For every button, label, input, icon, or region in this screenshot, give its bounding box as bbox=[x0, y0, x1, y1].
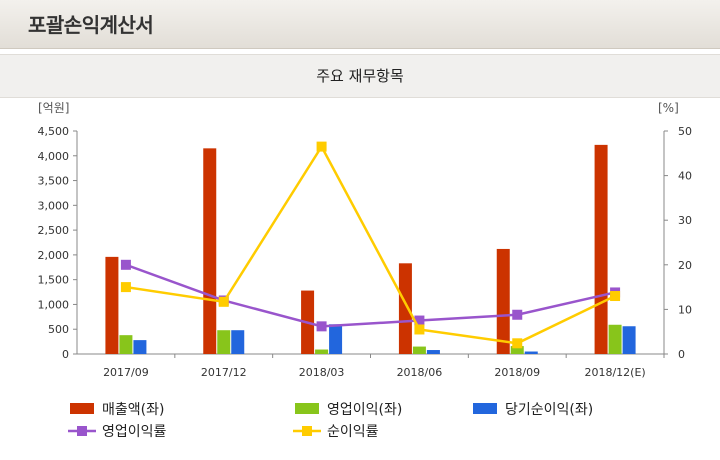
legend-swatch-2 bbox=[295, 403, 319, 414]
right-tick-label: 20 bbox=[678, 259, 692, 272]
line-1-point-5 bbox=[512, 309, 523, 320]
x-tick-label: 2017/09 bbox=[103, 366, 149, 379]
x-tick-label: 2017/12 bbox=[201, 366, 247, 379]
line-series-1 bbox=[125, 263, 616, 328]
legend-label-1: 매출액(좌) bbox=[102, 402, 164, 418]
right-tick-label: 50 bbox=[678, 125, 692, 138]
bar-3-3 bbox=[329, 324, 343, 354]
right-tick-label: 0 bbox=[678, 348, 685, 361]
bar-3-6 bbox=[622, 326, 636, 354]
line-2-point-6 bbox=[610, 291, 621, 302]
legend-swatch-3 bbox=[473, 403, 497, 414]
chart-subtitle: 주요 재무항목 bbox=[316, 67, 404, 85]
line-1-point-1 bbox=[120, 259, 131, 270]
line-2-point-5 bbox=[512, 338, 523, 349]
line-2-point-4 bbox=[414, 324, 425, 335]
bar-1-6 bbox=[594, 144, 608, 354]
bar-1-4 bbox=[398, 263, 412, 354]
bar-2-1 bbox=[119, 335, 133, 354]
left-tick-label: 2,000 bbox=[38, 249, 70, 262]
bar-2-6 bbox=[608, 324, 622, 354]
bar-2-5 bbox=[510, 346, 524, 354]
left-axis-unit: [억원] bbox=[38, 101, 69, 115]
legend-marker-4 bbox=[77, 426, 87, 436]
left-tick-label: 1,000 bbox=[38, 298, 70, 311]
bar-3-4 bbox=[426, 350, 440, 354]
bar-3-5 bbox=[524, 351, 538, 354]
right-tick-label: 40 bbox=[678, 170, 692, 183]
bar-1-5 bbox=[496, 248, 510, 354]
legend-label-4: 영업이익률 bbox=[102, 424, 167, 440]
left-tick-label: 4,000 bbox=[38, 150, 70, 163]
left-tick-label: 1,500 bbox=[38, 274, 70, 287]
left-tick-label: 0 bbox=[62, 348, 69, 361]
left-tick-label: 3,500 bbox=[38, 175, 70, 188]
line-1-point-4 bbox=[414, 315, 425, 326]
left-tick-label: 3,000 bbox=[38, 199, 70, 212]
left-tick-label: 2,500 bbox=[38, 224, 70, 237]
x-tick-label: 2018/06 bbox=[397, 366, 443, 379]
right-axis-unit: [%] bbox=[658, 101, 679, 115]
subtitle-bar bbox=[0, 54, 720, 98]
bar-1-1 bbox=[105, 256, 119, 354]
legend-label-5: 순이익률 bbox=[327, 424, 379, 440]
bar-3-2 bbox=[231, 330, 245, 354]
right-tick-label: 10 bbox=[678, 303, 692, 316]
line-1-point-3 bbox=[316, 321, 327, 332]
line-series-2 bbox=[125, 144, 616, 345]
x-tick-label: 2018/12(E) bbox=[584, 366, 645, 379]
legend-label-3: 당기순이익(좌) bbox=[505, 402, 593, 418]
bar-2-2 bbox=[217, 330, 231, 354]
bar-3-1 bbox=[133, 340, 147, 354]
bar-2-4 bbox=[412, 346, 426, 354]
page-title: 포괄손익계산서 bbox=[28, 13, 154, 37]
left-tick-label: 500 bbox=[48, 323, 69, 336]
legend-label-2: 영업이익(좌) bbox=[327, 402, 402, 418]
line-2-point-3 bbox=[316, 141, 327, 152]
legend-swatch-1 bbox=[70, 403, 94, 414]
left-tick-label: 4,500 bbox=[38, 125, 70, 138]
x-tick-label: 2018/09 bbox=[494, 366, 540, 379]
bar-1-2 bbox=[203, 148, 217, 354]
right-tick-label: 30 bbox=[678, 214, 692, 227]
line-2-point-1 bbox=[120, 282, 131, 293]
bar-2-3 bbox=[315, 349, 329, 354]
legend-marker-5 bbox=[302, 426, 312, 436]
x-tick-label: 2018/03 bbox=[299, 366, 345, 379]
header-bar bbox=[0, 0, 720, 49]
line-2-point-2 bbox=[218, 296, 229, 307]
